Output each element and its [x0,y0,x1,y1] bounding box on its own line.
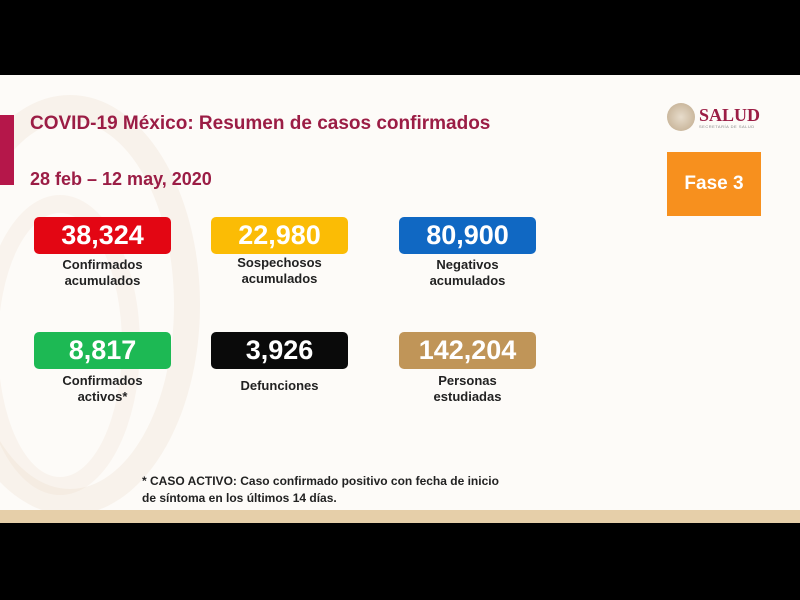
stat-card-deaths: 3,926 [211,332,348,369]
stat-label-active: Confirmados activos* [34,373,171,405]
phase-badge: Fase 3 [667,152,761,216]
label-line: Sospechosos [237,255,322,270]
footnote-line: * CASO ACTIVO: Caso confirmado positivo … [142,474,499,488]
stat-card-confirmed: 38,324 [34,217,171,254]
label-line: Confirmados [62,257,143,272]
label-line: Confirmados [62,373,143,388]
footer-band [0,510,800,523]
stat-card-active: 8,817 [34,332,171,369]
label-line: acumulados [241,271,318,286]
label-line: Negativos [436,257,499,272]
stat-card-studied: 142,204 [399,332,536,369]
label-line: acumulados [429,273,506,288]
date-range: 28 feb – 12 may, 2020 [30,169,212,189]
stat-label-studied: Personas estudiadas [399,373,536,405]
label-line: estudiadas [433,389,502,404]
accent-bar [0,115,14,185]
salud-logo: SALUD SECRETARÍA DE SALUD [667,103,760,131]
stat-card-suspected: 22,980 [211,217,348,254]
page-title: COVID-19 México: Resumen de casos confir… [30,113,491,134]
logo-subtitle: SECRETARÍA DE SALUD [699,123,755,129]
logo-text: SALUD [699,104,761,125]
label-line: Defunciones [240,378,319,393]
label-line: activos* [77,389,128,404]
footnote-line: de síntoma en los últimos 14 días. [142,491,337,505]
stat-label-suspected: Sospechosos acumulados [211,255,348,287]
slide: COVID-19 México: Resumen de casos confir… [0,75,800,523]
stat-label-negative: Negativos acumulados [399,257,536,289]
label-line: acumulados [64,273,141,288]
seal-icon [667,103,695,131]
footnote: * CASO ACTIVO: Caso confirmado positivo … [142,473,499,507]
label-line: Personas [438,373,497,388]
stat-label-deaths: Defunciones [211,378,348,394]
stat-label-confirmed: Confirmados acumulados [34,257,171,289]
stat-card-negative: 80,900 [399,217,536,254]
